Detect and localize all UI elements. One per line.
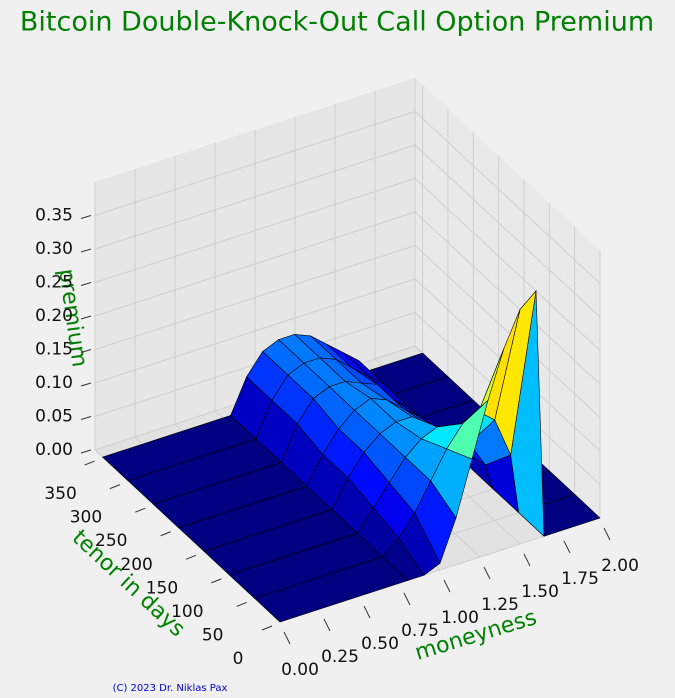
x-tick-label: 1.75 <box>561 569 599 589</box>
tick-mark <box>483 566 491 580</box>
x-tick-label: 0.00 <box>281 660 319 680</box>
grid-line <box>414 245 601 418</box>
tick-mark <box>185 554 197 560</box>
x-tick-label: 1.00 <box>441 608 479 628</box>
grid-line <box>94 245 416 350</box>
grid-line <box>94 144 416 250</box>
x-tick-label: 1.50 <box>521 582 559 602</box>
tick-mark <box>80 248 92 253</box>
grid-line <box>414 211 601 385</box>
tick-mark <box>236 601 247 607</box>
grid-line <box>414 178 601 351</box>
tick-mark <box>135 507 146 513</box>
tick-mark <box>563 540 571 554</box>
tick-mark <box>80 215 92 219</box>
tick-mark <box>109 484 121 490</box>
y-tick-label: 350 <box>44 484 76 504</box>
grid-line <box>94 111 416 216</box>
tick-mark <box>323 618 331 632</box>
z-tick-label: 0.25 <box>35 273 73 293</box>
x-tick-label: 0.75 <box>401 621 439 641</box>
z-tick-label: 0.15 <box>35 340 73 360</box>
grid-line <box>94 211 416 317</box>
z-tick-label: 0.20 <box>35 306 73 326</box>
tick-mark <box>80 382 92 387</box>
tick-mark <box>523 553 531 567</box>
tick-mark <box>261 625 273 631</box>
y-tick-label: 100 <box>171 602 203 622</box>
x-tick-label: 2.00 <box>601 556 639 576</box>
tick-mark <box>80 349 92 353</box>
grid-line <box>414 111 601 284</box>
y-tick-label: 250 <box>95 531 127 551</box>
tick-mark <box>160 531 171 537</box>
grid-line <box>94 178 416 283</box>
z-tick-label: 0.35 <box>35 206 73 226</box>
grid-line <box>414 144 601 318</box>
surface-cell <box>254 556 409 623</box>
z-tick-label: 0.10 <box>35 373 73 393</box>
y-tick-label: 200 <box>120 555 152 575</box>
z-tick-label: 0.00 <box>35 440 73 460</box>
tick-mark <box>283 631 291 645</box>
y-tick-label: 0 <box>233 649 244 669</box>
grid-line <box>94 278 416 384</box>
tick-mark <box>80 282 92 286</box>
y-tick-label: 150 <box>146 578 178 598</box>
y-tick-label: 300 <box>70 508 102 528</box>
z-tick-label: 0.30 <box>35 239 73 259</box>
x-tick-label: 0.50 <box>361 634 399 654</box>
tick-mark <box>363 605 371 619</box>
tick-mark <box>80 315 92 320</box>
tick-mark <box>443 579 451 593</box>
tick-mark <box>84 460 95 466</box>
x-tick-label: 1.25 <box>481 595 519 615</box>
z-tick-label: 0.05 <box>35 407 73 427</box>
tick-mark <box>80 449 92 454</box>
y-tick-label: 50 <box>202 625 224 645</box>
tick-mark <box>603 527 611 541</box>
tick-mark <box>211 578 222 584</box>
x-tick-label: 0.25 <box>321 647 359 667</box>
tick-mark <box>403 592 411 606</box>
tick-mark <box>80 416 92 420</box>
footnote: (C) 2023 Dr. Niklas Pax <box>113 683 228 694</box>
chart-title: Bitcoin Double-Knock-Out Call Option Pre… <box>20 7 654 38</box>
